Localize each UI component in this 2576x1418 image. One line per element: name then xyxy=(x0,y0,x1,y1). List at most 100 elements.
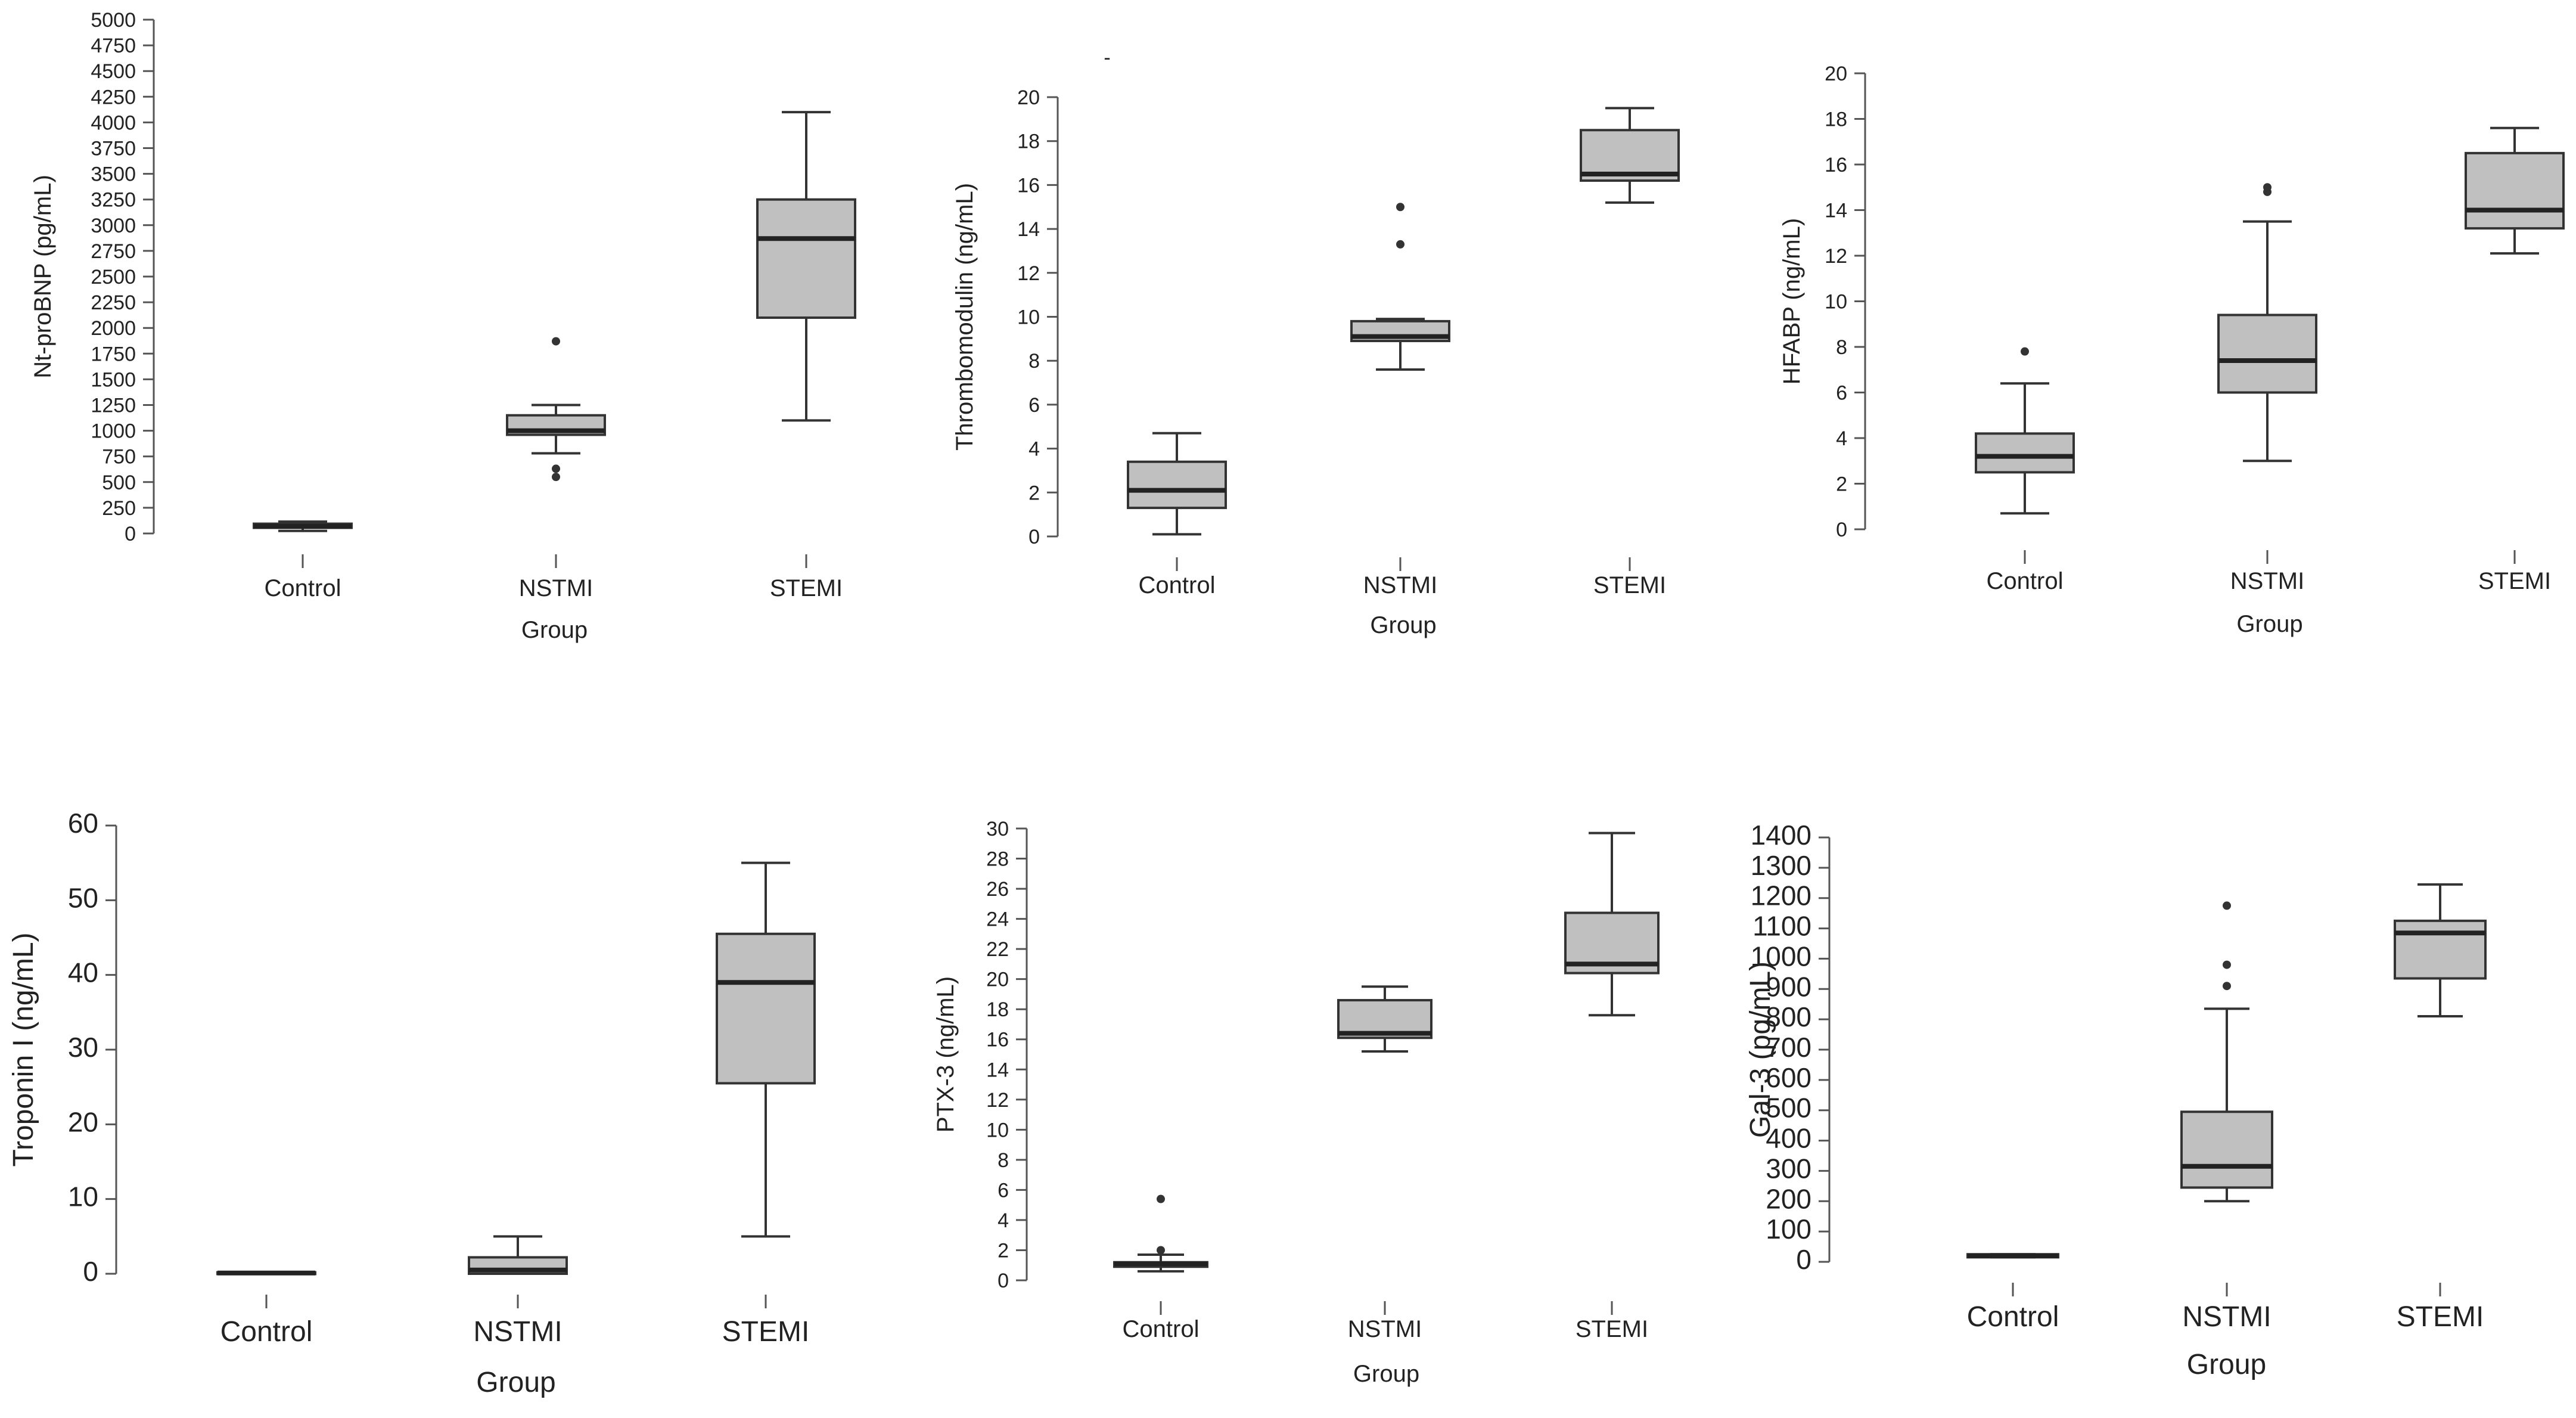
box-iqr xyxy=(1127,460,1227,510)
outlier-point xyxy=(552,464,560,473)
x-tick-label: STEMI xyxy=(2478,568,2551,594)
y-tick-label: 1400 xyxy=(1751,820,1811,851)
y-tick-label: 4250 xyxy=(91,86,136,108)
x-axis-title: Group xyxy=(476,1367,555,1398)
y-tick-label: 0 xyxy=(1836,519,1847,541)
y-axis-title: Thrombomodulin (ng/mL) xyxy=(952,183,978,451)
box-stemi xyxy=(756,111,856,422)
y-tick-label: 600 xyxy=(1766,1062,1811,1093)
box-iqr xyxy=(2394,919,2487,980)
y-tick-label: 400 xyxy=(1766,1123,1811,1154)
y-tick-label: 18 xyxy=(1825,108,1847,131)
y-axis-title: HFABP (ng/mL) xyxy=(1779,218,1805,384)
x-tick-label: NSTMI xyxy=(1348,1316,1422,1342)
y-tick-label: 100 xyxy=(1766,1214,1811,1245)
x-axis-title: Group xyxy=(2187,1349,2266,1380)
y-tick-label: 30 xyxy=(986,818,1009,840)
y-tick-label: 20 xyxy=(1825,63,1847,85)
y-tick-label: 8 xyxy=(1028,350,1040,373)
y-tick-label: 800 xyxy=(1766,1001,1811,1032)
y-tick-label: 2 xyxy=(1028,482,1040,504)
box-nstmi xyxy=(468,1235,568,1276)
y-tick-label: 2500 xyxy=(91,266,136,288)
x-tick-label: Control xyxy=(265,575,341,601)
outlier-point xyxy=(1396,240,1404,249)
x-tick-label: NSTMI xyxy=(473,1316,562,1348)
y-tick-label: 16 xyxy=(986,1029,1009,1051)
y-tick-label: 14 xyxy=(1017,218,1040,241)
y-tick-label: 2 xyxy=(998,1239,1009,1262)
y-axis-title: Nt-proBNP (pg/mL) xyxy=(30,175,56,378)
y-tick-label: 20 xyxy=(986,969,1009,991)
x-tick-label: STEMI xyxy=(722,1316,810,1348)
y-tick-label: 12 xyxy=(986,1089,1009,1112)
y-tick-label: 20 xyxy=(1017,86,1040,109)
x-tick-label: STEMI xyxy=(1576,1316,1648,1342)
y-tick-label: 1250 xyxy=(91,395,136,417)
outlier-point xyxy=(1157,1194,1165,1203)
annotation: - xyxy=(1104,46,1110,69)
y-tick-label: 10 xyxy=(68,1181,98,1212)
y-tick-label: 18 xyxy=(1017,131,1040,153)
y-tick-label: 2250 xyxy=(91,291,136,314)
x-tick-label: NSTMI xyxy=(1363,572,1437,598)
y-tick-label: 26 xyxy=(986,878,1009,901)
y-tick-label: 20 xyxy=(68,1106,98,1137)
outlier-point xyxy=(2223,960,2231,969)
y-tick-label: 1300 xyxy=(1751,850,1811,881)
y-tick-label: 0 xyxy=(998,1270,1009,1292)
y-tick-label: 1000 xyxy=(1751,941,1811,972)
y-tick-label: 250 xyxy=(102,497,136,520)
y-axis-title: Troponin I (ng/mL) xyxy=(8,932,39,1166)
y-tick-label: 0 xyxy=(1796,1244,1811,1275)
box-nstmi xyxy=(1337,985,1433,1053)
box-stemi xyxy=(716,861,816,1238)
y-tick-label: 0 xyxy=(83,1256,98,1287)
y-tick-label: 4000 xyxy=(91,111,136,134)
y-tick-label: 500 xyxy=(1766,1093,1811,1124)
y-tick-label: 200 xyxy=(1766,1183,1811,1214)
y-axis-title: Gal-3 (pg/mL) xyxy=(1745,961,1776,1138)
y-tick-label: 16 xyxy=(1017,174,1040,197)
y-tick-label: 3500 xyxy=(91,163,136,186)
y-tick-label: 10 xyxy=(1017,306,1040,329)
y-tick-label: 1100 xyxy=(1752,911,1811,942)
chart-panel: 0 250 500 750 1000 1250 1500 1750 2000 2250 2500 27… xyxy=(30,9,856,643)
y-tick-label: 3750 xyxy=(91,138,136,160)
y-tick-label: 50 xyxy=(68,882,98,913)
x-tick-label: Control xyxy=(220,1316,313,1348)
box-stemi xyxy=(1580,107,1680,204)
chart-panel: 0 2 4 6 8 10 12 14 16 18 20 HFABP (ng/mL) Control NST… xyxy=(1779,63,2565,637)
x-tick-label: Control xyxy=(1123,1316,1200,1342)
y-tick-label: 6 xyxy=(1836,382,1847,405)
box-control xyxy=(1975,347,2075,515)
box-iqr xyxy=(2180,1110,2273,1189)
box-control xyxy=(216,1270,316,1276)
y-tick-label: 24 xyxy=(986,908,1009,931)
outlier-point xyxy=(2223,982,2231,991)
y-tick-label: 700 xyxy=(1766,1032,1811,1063)
box-iqr xyxy=(716,932,816,1085)
chart-panel: 0 2 4 6 8 10 12 14 16 18 20 Thrombomodulin (ng/mL) C… xyxy=(952,46,1680,638)
x-tick-label: Control xyxy=(1987,568,2064,594)
x-tick-label: STEMI xyxy=(2397,1301,2484,1333)
x-tick-label: STEMI xyxy=(770,575,843,601)
box-stemi xyxy=(2465,126,2565,255)
box-nstmi xyxy=(506,337,606,482)
x-tick-label: Control xyxy=(1139,572,1216,598)
box-nstmi xyxy=(2180,901,2273,1203)
box-iqr xyxy=(2217,314,2317,394)
x-tick-label: STEMI xyxy=(1593,572,1666,598)
y-tick-label: 6 xyxy=(1028,394,1040,417)
y-tick-label: 2 xyxy=(1836,473,1847,496)
y-tick-label: 16 xyxy=(1825,154,1847,176)
x-axis-title: Group xyxy=(521,617,588,643)
y-tick-label: 2750 xyxy=(91,240,136,263)
y-tick-label: 28 xyxy=(986,848,1009,871)
y-tick-label: 18 xyxy=(986,998,1009,1021)
box-stemi xyxy=(2394,883,2487,1018)
box-control xyxy=(1966,1253,2059,1259)
y-tick-label: 5000 xyxy=(91,9,136,32)
